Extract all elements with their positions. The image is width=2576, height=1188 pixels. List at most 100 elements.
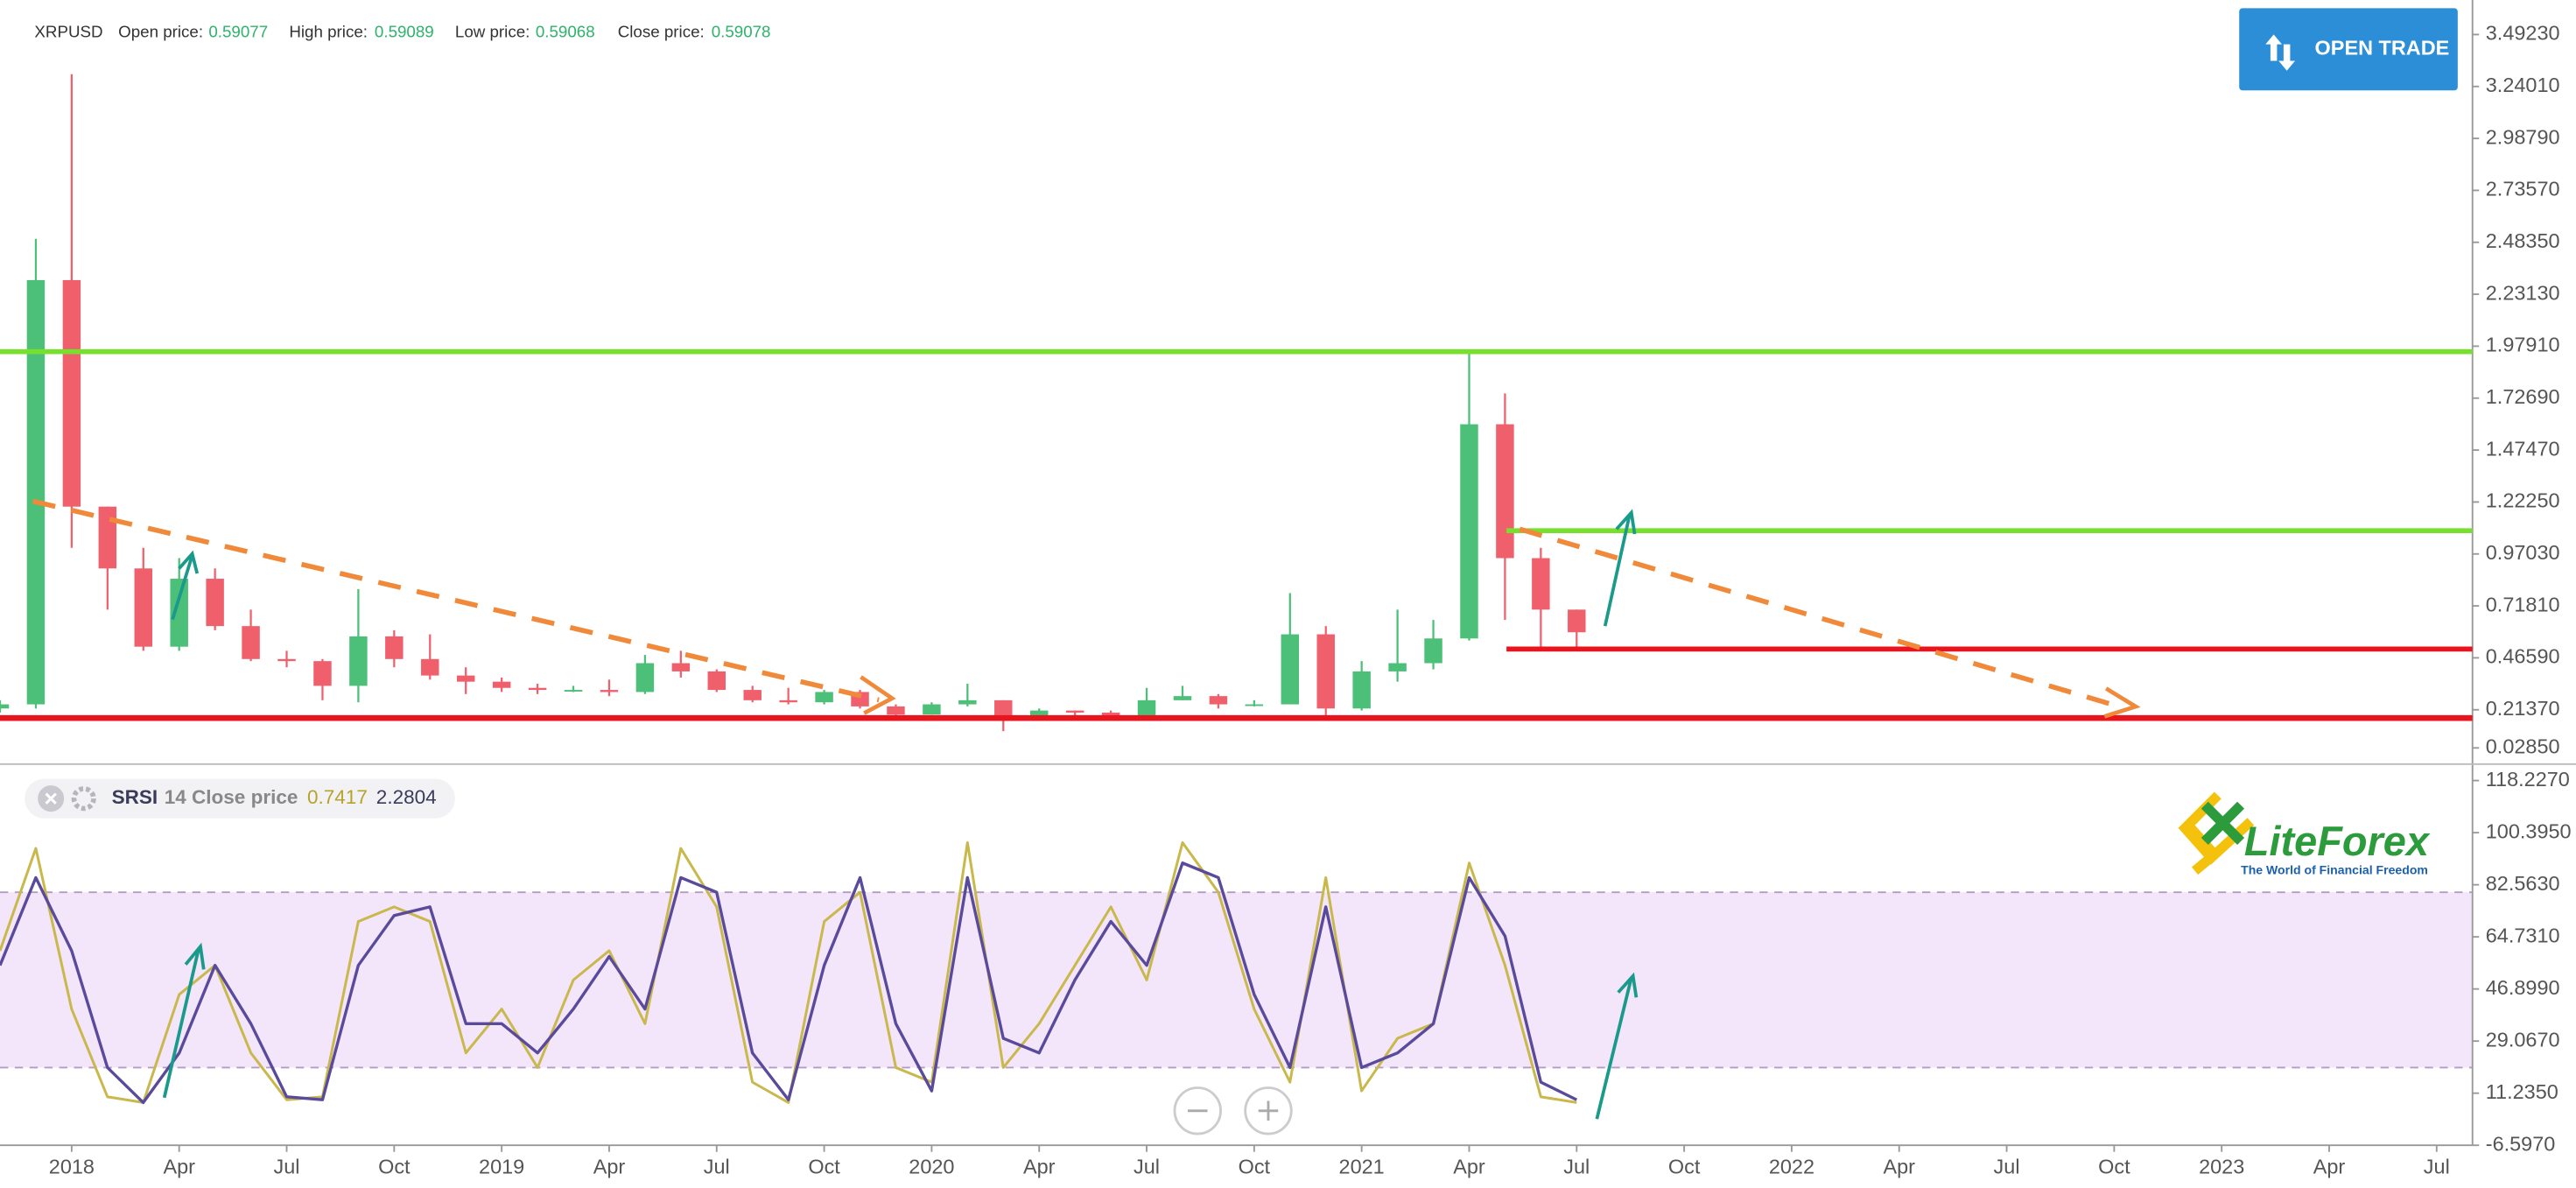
candle-body (62, 279, 81, 507)
y-tick-label: -6.5970 (2486, 1132, 2556, 1155)
candle-body (635, 663, 655, 692)
trend-arrowhead (860, 675, 896, 715)
candle-body (1316, 634, 1335, 709)
field-label: Low price: (455, 22, 530, 40)
field-value: 0.59089 (375, 22, 434, 40)
y-tick-label: 2.48350 (2486, 229, 2560, 252)
candle-body (421, 658, 439, 676)
candle-body (1209, 696, 1228, 705)
arrowhead (1617, 972, 1639, 998)
candle-body (98, 506, 117, 569)
x-tick-label: Oct (1668, 1156, 1701, 1178)
arrowhead (178, 550, 200, 574)
x-tick-label: Jul (2424, 1156, 2450, 1178)
x-tick-label: Apr (593, 1156, 626, 1178)
x-tick-label: 2020 (909, 1156, 954, 1178)
candle-body (994, 699, 1013, 720)
candle-body (26, 279, 46, 705)
x-tick-label: 2019 (479, 1156, 524, 1178)
drawings (0, 348, 2473, 1120)
candle-body (1568, 609, 1586, 633)
indicator-name: SRSI (112, 786, 158, 808)
candle-body (134, 568, 152, 647)
candle-body (1460, 424, 1478, 639)
candle-body (600, 690, 619, 692)
candle-body (1029, 710, 1049, 720)
y-tick-label: 1.72690 (2486, 385, 2560, 408)
field-value: 0.59078 (712, 22, 771, 40)
x-tick-label: Apr (2313, 1156, 2346, 1178)
y-tick-label: 2.73570 (2486, 178, 2560, 200)
symbol: XRPUSD (34, 22, 102, 40)
field-label: Close price: (618, 22, 705, 40)
header: XRPUSD Open price: 0.59077 High price: 0… (34, 22, 770, 40)
y-tick-label: 3.24010 (2486, 74, 2560, 96)
indicator-value: 2.2804 (376, 786, 437, 808)
series-line (0, 861, 1578, 1105)
field-value: 0.59068 (536, 22, 595, 40)
candle-body (1065, 710, 1084, 713)
y-tick-label: 100.3950 (2486, 819, 2572, 842)
x-tick-label: 2023 (2199, 1156, 2244, 1178)
candle-body (1532, 558, 1550, 610)
legend-bg (25, 778, 455, 819)
field-label: High price: (289, 22, 368, 40)
y-tick-label: 64.7310 (2486, 924, 2560, 946)
candle-body (206, 579, 224, 627)
y-tick-label: 0.97030 (2486, 541, 2560, 564)
candle-body (887, 706, 905, 715)
candle-body (1173, 696, 1192, 700)
candle-body (528, 687, 547, 691)
settings-icon[interactable] (71, 786, 96, 812)
x-tick-label: Oct (1239, 1156, 1271, 1178)
candle-body (492, 681, 511, 688)
button-icon (2265, 34, 2296, 71)
candle-body (385, 636, 404, 659)
candle-body (313, 661, 332, 686)
candle-body (1245, 704, 1264, 706)
x-tick-label: 2022 (1769, 1156, 1814, 1178)
y-tick-label: 1.97910 (2486, 334, 2560, 356)
trend-line (32, 498, 880, 703)
candle-body (1101, 712, 1120, 717)
arrowhead (184, 942, 206, 970)
button-bg[interactable] (2239, 8, 2458, 91)
zoom-controls (1173, 1086, 1293, 1135)
candle-body (815, 692, 833, 703)
logo-mark-green (2200, 801, 2245, 845)
x-tick-label: Jul (1994, 1156, 2020, 1178)
y-tick-label: 1.22250 (2486, 489, 2560, 512)
candle-body (923, 704, 941, 715)
candle-body (743, 690, 762, 700)
y-tick-label: 118.2270 (2486, 768, 2570, 791)
arrows (162, 509, 1639, 1120)
button-label[interactable]: OPEN TRADE (2315, 37, 2450, 60)
arrow (162, 947, 200, 1099)
x-tick-label: Apr (1453, 1156, 1485, 1178)
series-line (0, 840, 1577, 1104)
arrowhead (1615, 509, 1637, 535)
x-tick-label: Apr (1883, 1156, 1915, 1178)
y-tick-label: 0.02850 (2486, 735, 2560, 758)
candle-body (277, 658, 296, 662)
candle-body (349, 636, 368, 686)
candle-body (1496, 424, 1514, 559)
y-tick-label: 29.0670 (2486, 1028, 2560, 1051)
arrow (1595, 977, 1633, 1120)
arrow (1603, 514, 1632, 627)
y-tick-label: 2.98790 (2486, 125, 2560, 148)
x-tick-label: Jul (274, 1156, 300, 1178)
logo-mark-yellow (2178, 791, 2255, 875)
y-tick-label: 0.71810 (2486, 593, 2560, 615)
trend-arrowhead (2103, 686, 2141, 719)
candle-body (0, 704, 10, 709)
candle-body (1388, 663, 1407, 671)
y-tick-label: 3.49230 (2486, 22, 2560, 45)
y-tick-label: 82.5630 (2486, 872, 2560, 895)
open-trade-button[interactable]: OPEN TRADE (2239, 8, 2458, 91)
candle-body (1281, 634, 1300, 705)
y-tick-label: 1.47470 (2486, 437, 2560, 460)
y-tick-label: 0.46590 (2486, 645, 2560, 668)
candle-body (242, 626, 260, 659)
